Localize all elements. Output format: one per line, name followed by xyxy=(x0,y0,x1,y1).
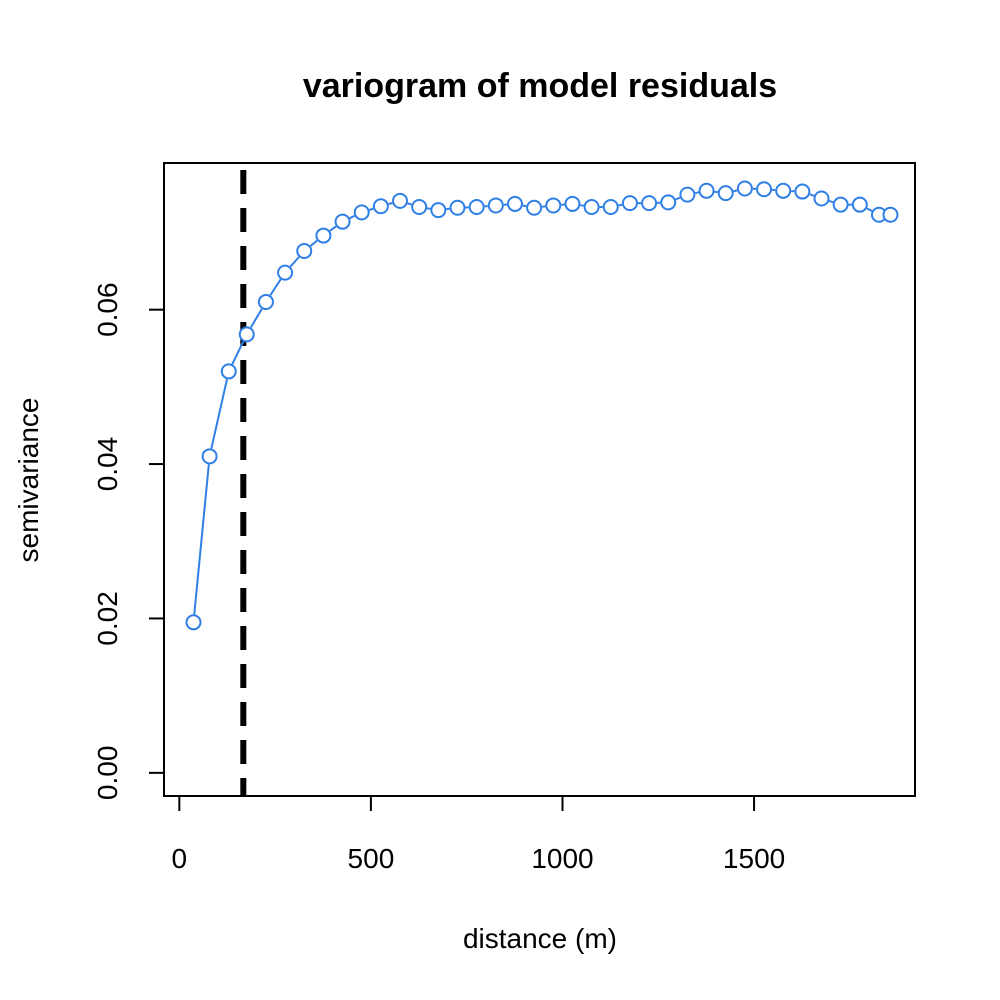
data-point xyxy=(353,204,370,221)
x-tick-label: 1000 xyxy=(531,843,593,874)
series-line-segment xyxy=(349,214,355,220)
series-line-segment xyxy=(369,207,374,211)
data-point xyxy=(430,202,447,219)
data-point xyxy=(794,183,811,200)
series-line-segment xyxy=(733,189,738,193)
data-point xyxy=(257,293,274,310)
data-point xyxy=(392,192,409,209)
series-line-segment xyxy=(828,200,834,204)
data-point xyxy=(882,206,899,223)
series-line-segment xyxy=(522,204,527,208)
plot-frame xyxy=(163,162,916,797)
x-axis: 0 500 1000 1500 xyxy=(172,795,785,874)
data-point xyxy=(185,614,202,631)
data-point xyxy=(468,199,485,216)
series-line-segment xyxy=(309,239,318,247)
data-point xyxy=(526,199,543,216)
data-point xyxy=(698,182,715,199)
series-line-segment xyxy=(249,308,263,328)
data-point xyxy=(487,197,504,214)
y-tick-label: 0.06 xyxy=(92,282,123,337)
series-line-segment xyxy=(329,225,337,232)
data-point xyxy=(832,196,849,213)
chart-title: variogram of model residuals xyxy=(303,67,777,105)
series-line-segment xyxy=(675,196,681,201)
data-point xyxy=(583,199,600,216)
data-point xyxy=(660,194,677,211)
data-point xyxy=(296,243,313,260)
data-point xyxy=(602,199,619,216)
data-point xyxy=(564,195,581,212)
data-point xyxy=(851,196,868,213)
data-point xyxy=(277,264,294,281)
data-point xyxy=(775,182,792,199)
series-line-segment xyxy=(388,202,393,206)
data-point xyxy=(238,326,255,343)
y-tick-label: 0.04 xyxy=(92,437,123,492)
data-point xyxy=(372,198,389,215)
series-line-segment xyxy=(193,464,210,615)
series-line-segment xyxy=(866,207,873,212)
series-line-segment xyxy=(809,193,815,197)
series-group xyxy=(185,180,899,631)
data-point xyxy=(449,199,466,216)
data-point xyxy=(545,197,562,214)
data-point xyxy=(756,181,773,198)
data-point xyxy=(679,186,696,203)
series-line-segment xyxy=(231,341,245,365)
series-line-segment xyxy=(269,278,282,296)
data-point xyxy=(717,185,734,202)
data-point xyxy=(315,227,332,244)
data-point xyxy=(334,213,351,230)
data-point xyxy=(736,180,753,197)
data-point xyxy=(201,448,218,465)
x-axis-label: distance (m) xyxy=(463,923,617,954)
data-point xyxy=(813,190,830,207)
series-line-segment xyxy=(407,202,412,206)
x-tick-label: 500 xyxy=(348,843,395,874)
data-point xyxy=(506,195,523,212)
x-tick-label: 0 xyxy=(172,843,188,874)
series-line-segment xyxy=(580,204,584,207)
y-tick-label: 0.00 xyxy=(92,746,123,801)
y-tick-label: 0.02 xyxy=(92,591,123,646)
y-axis: 0.00 0.02 0.04 0.06 xyxy=(92,282,165,801)
y-axis-label: semivariance xyxy=(13,398,44,563)
x-tick-label: 1500 xyxy=(723,843,785,874)
series-line-segment xyxy=(618,203,623,207)
series-line-segment xyxy=(210,379,228,449)
series-line-segment xyxy=(289,256,300,268)
data-point xyxy=(621,195,638,212)
series-line-segment xyxy=(426,207,431,210)
data-point xyxy=(411,199,428,216)
data-point xyxy=(641,195,658,212)
data-point xyxy=(220,363,237,380)
series-line-segment xyxy=(695,191,699,195)
